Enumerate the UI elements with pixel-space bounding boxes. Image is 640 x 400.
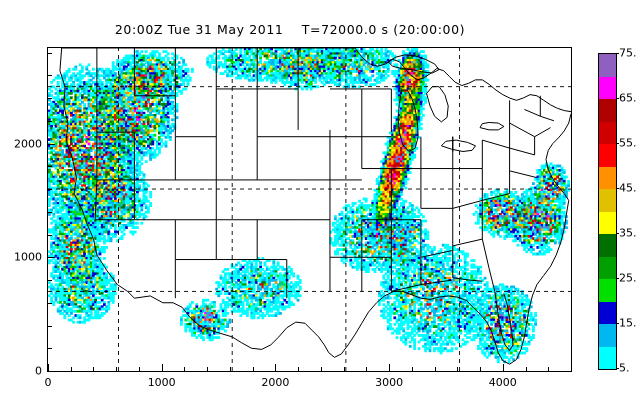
x-minor-tick [321, 367, 322, 371]
colorbar-segment [599, 279, 616, 302]
x-axis-tick-label: 1000 [147, 376, 176, 389]
y-minor-tick [48, 280, 52, 281]
y-minor-tick [48, 189, 52, 190]
colorbar-tick-label: 15. [619, 316, 637, 330]
y-minor-tick [48, 75, 52, 76]
colorbar-segment [599, 234, 616, 257]
x-minor-tick [71, 367, 72, 371]
colorbar-tick-label: 55. [619, 136, 637, 150]
x-minor-tick [571, 367, 572, 371]
colorbar-segment [599, 76, 616, 99]
colorbar-tick [616, 143, 619, 144]
x-minor-tick [298, 367, 299, 371]
x-major-tick [275, 364, 276, 371]
y-minor-tick [48, 121, 52, 122]
colorbar-segment [599, 99, 616, 122]
y-minor-tick [48, 235, 52, 236]
x-major-tick [389, 364, 390, 371]
x-minor-tick [457, 367, 458, 371]
x-minor-tick [548, 367, 549, 371]
x-axis-tick-label: 2000 [261, 376, 290, 389]
colorbar-segment [599, 211, 616, 234]
colorbar-tick [616, 53, 619, 54]
y-minor-tick [48, 348, 52, 349]
x-minor-tick [435, 367, 436, 371]
x-minor-tick [344, 367, 345, 371]
colorbar-tick [616, 188, 619, 189]
y-axis-tick-label: 2000 [14, 137, 42, 151]
x-minor-tick [480, 367, 481, 371]
x-major-tick [48, 364, 49, 371]
x-minor-tick [366, 367, 367, 371]
x-minor-tick [116, 367, 117, 371]
x-minor-tick [207, 367, 208, 371]
x-minor-tick [412, 367, 413, 371]
colorbar-segment [599, 346, 616, 369]
colorbar-tick-label: 45. [619, 181, 637, 195]
y-axis-tick-label: 0 [35, 364, 42, 378]
x-minor-tick [139, 367, 140, 371]
y-minor-tick [48, 98, 52, 99]
x-axis-tick-label: 3000 [375, 376, 404, 389]
colorbar-segment [599, 54, 616, 77]
colorbar-segment [599, 189, 616, 212]
colorbar-segment [599, 324, 616, 347]
colorbar-tick-label: 25. [619, 271, 637, 285]
y-major-tick [48, 371, 55, 372]
y-minor-tick [48, 166, 52, 167]
colorbar-tick [616, 323, 619, 324]
y-major-tick [48, 257, 55, 258]
x-minor-tick [184, 367, 185, 371]
y-minor-tick [48, 53, 52, 54]
x-minor-tick [526, 367, 527, 371]
colorbar-tick [616, 278, 619, 279]
colorbar-segment [599, 256, 616, 279]
y-minor-tick [48, 303, 52, 304]
colorbar-tick-label: 75. [619, 46, 637, 60]
x-major-tick [162, 364, 163, 371]
colorbar-tick-label: 65. [619, 91, 637, 105]
figure-title: 20:00Z Tue 31 May 2011 T=72000.0 s (20:0… [114, 22, 466, 37]
x-major-tick [503, 364, 504, 371]
y-minor-tick [48, 212, 52, 213]
colorbar-segment [599, 121, 616, 144]
colorbar-segment [599, 301, 616, 324]
plot-frame [47, 47, 572, 372]
y-minor-tick [48, 326, 52, 327]
radar-reflectivity-canvas [48, 48, 571, 371]
colorbar-segment [599, 144, 616, 167]
x-axis-tick-label: 4000 [488, 376, 517, 389]
x-minor-tick [253, 367, 254, 371]
x-minor-tick [230, 367, 231, 371]
colorbar [598, 53, 617, 370]
colorbar-tick [616, 368, 619, 369]
y-major-tick [48, 144, 55, 145]
x-axis-tick-label: 0 [44, 376, 52, 389]
colorbar-tick [616, 233, 619, 234]
colorbar-tick-label: 35. [619, 226, 637, 240]
x-minor-tick [93, 367, 94, 371]
y-axis-tick-label: 1000 [14, 250, 42, 264]
colorbar-tick [616, 98, 619, 99]
colorbar-segment [599, 166, 616, 189]
colorbar-tick-label: 5. [619, 361, 630, 375]
